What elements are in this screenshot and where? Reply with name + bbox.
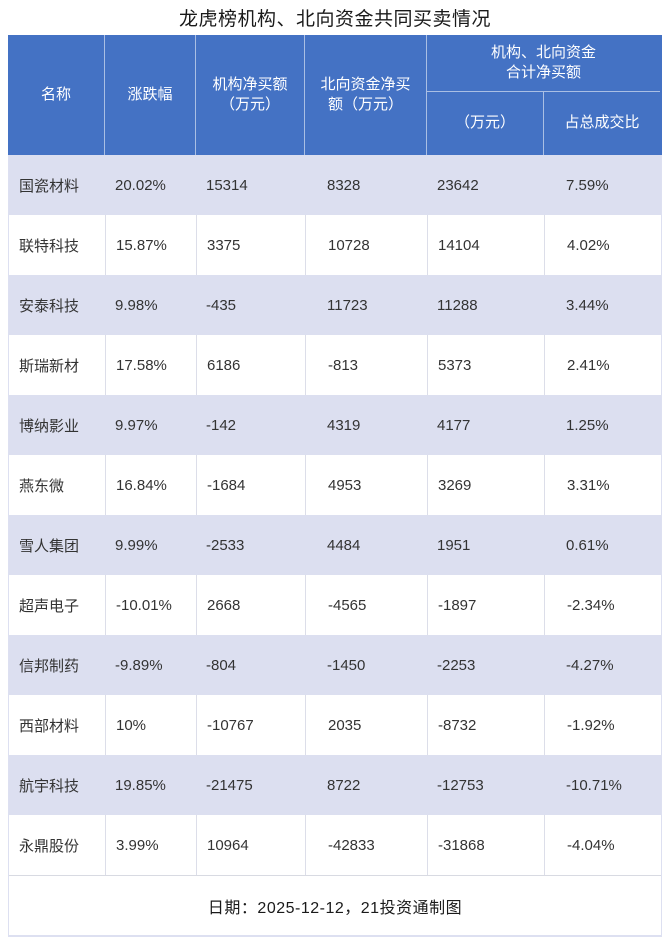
inst-net-buy: -435: [206, 296, 237, 314]
table-row: 博纳影业 9.97% -142 4319 4177 1.25%: [9, 395, 661, 455]
inst-net-buy: -1684: [196, 455, 305, 515]
col-header-combined-amount: （万元）: [426, 92, 543, 155]
inst-net-buy: -142: [206, 416, 237, 434]
combined-ratio: -4.04%: [544, 815, 661, 875]
combined-amount: 14104: [427, 215, 544, 275]
combined-ratio: -2.34%: [544, 575, 661, 635]
combined-amount: -1897: [427, 575, 544, 635]
inst-net-buy: 3375: [196, 215, 305, 275]
inst-net-buy: -804: [206, 656, 237, 674]
combined-amount: 1951: [437, 536, 471, 554]
combined-ratio: 3.44%: [566, 296, 609, 314]
inst-net-buy: -21475: [206, 776, 253, 794]
stock-name: 安泰科技: [19, 297, 80, 315]
change-pct: 9.97%: [115, 416, 158, 434]
combined-amount: -12753: [437, 776, 484, 794]
combined-ratio: 1.25%: [566, 416, 609, 434]
north-net-buy: 4319: [327, 416, 361, 434]
combined-amount: 23642: [437, 176, 479, 194]
north-net-buy: 11723: [327, 296, 368, 314]
north-net-buy: -4565: [305, 575, 427, 635]
north-net-buy: 8328: [327, 176, 361, 194]
stock-name: 博纳影业: [19, 417, 80, 435]
combined-amount: 11288: [437, 296, 478, 314]
combined-ratio: -10.71%: [566, 776, 622, 794]
combined-ratio: 7.59%: [566, 176, 609, 194]
inst-net-buy: -10767: [196, 695, 305, 755]
table-row: 斯瑞新材 17.58% 6186 -813 5373 2.41%: [9, 335, 661, 395]
combined-ratio: 3.31%: [544, 455, 661, 515]
change-pct: 20.02%: [115, 176, 166, 194]
north-net-buy: -813: [305, 335, 427, 395]
combined-amount: 3269: [427, 455, 544, 515]
inst-net-buy: -2533: [206, 536, 245, 554]
table-row: 燕东微 16.84% -1684 4953 3269 3.31%: [9, 455, 661, 515]
stock-name: 信邦制药: [19, 657, 80, 675]
change-pct: 15.87%: [105, 215, 196, 275]
col-header-inst-net-buy: 机构净买额 （万元）: [195, 35, 304, 155]
north-net-buy: -42833: [305, 815, 427, 875]
col-header-change: 涨跌幅: [104, 35, 195, 155]
stock-name: 雪人集团: [19, 537, 80, 555]
combined-ratio: -1.92%: [544, 695, 661, 755]
table-row: 安泰科技 9.98% -435 11723 11288 3.44%: [9, 275, 661, 335]
source-note: 日期：2025-12-12，21投资通制图: [207, 899, 463, 917]
north-net-buy: 4953: [305, 455, 427, 515]
change-pct: 10%: [105, 695, 196, 755]
dragon-tiger-table: 名称 涨跌幅 机构净买额 （万元） 北向资金净买 额（万元） 机构、北向资金 合…: [8, 35, 662, 937]
north-net-buy: 8722: [327, 776, 361, 794]
col-header-name: 名称: [40, 85, 71, 103]
stock-name: 斯瑞新材: [19, 357, 80, 375]
north-net-buy: 10728: [305, 215, 427, 275]
combined-amount: -31868: [427, 815, 544, 875]
inst-net-buy: 6186: [196, 335, 305, 395]
change-pct: 19.85%: [115, 776, 166, 794]
change-pct: 3.99%: [105, 815, 196, 875]
change-pct: 17.58%: [105, 335, 196, 395]
combined-ratio: 4.02%: [544, 215, 661, 275]
combined-amount: -8732: [427, 695, 544, 755]
change-pct: 16.84%: [105, 455, 196, 515]
change-pct: 9.98%: [115, 296, 158, 314]
inst-net-buy: 10964: [196, 815, 305, 875]
table-row: 西部材料 10% -10767 2035 -8732 -1.92%: [9, 695, 661, 755]
col-header-combined-ratio: 占总成交比: [543, 92, 660, 155]
stock-name: 超声电子: [19, 597, 80, 615]
combined-ratio: 0.61%: [566, 536, 609, 554]
table-footer: 日期：2025-12-12，21投资通制图: [9, 875, 661, 935]
stock-name: 国瓷材料: [19, 177, 80, 195]
table-row: 联特科技 15.87% 3375 10728 14104 4.02%: [9, 215, 661, 275]
north-net-buy: 2035: [305, 695, 427, 755]
table-row: 永鼎股份 3.99% 10964 -42833 -31868 -4.04%: [9, 815, 661, 875]
table-header: 名称 涨跌幅 机构净买额 （万元） 北向资金净买 额（万元） 机构、北向资金 合…: [8, 35, 662, 155]
combined-ratio: -4.27%: [566, 656, 614, 674]
col-header-north-net-buy: 北向资金净买 额（万元）: [304, 35, 426, 155]
inst-net-buy: 15314: [206, 176, 248, 194]
col-header-combined-group: 机构、北向资金 合计净买额: [426, 35, 660, 92]
north-net-buy: -1450: [327, 656, 366, 674]
change-pct: 9.99%: [115, 536, 158, 554]
table-row: 信邦制药 -9.89% -804 -1450 -2253 -4.27%: [9, 635, 661, 695]
combined-ratio: 2.41%: [544, 335, 661, 395]
table-row: 雪人集团 9.99% -2533 4484 1951 0.61%: [9, 515, 661, 575]
combined-amount: 4177: [437, 416, 471, 434]
stock-name: 联特科技: [19, 237, 80, 255]
change-pct: -9.89%: [115, 656, 163, 674]
stock-name: 永鼎股份: [19, 837, 80, 855]
table-row: 国瓷材料 20.02% 15314 8328 23642 7.59%: [9, 155, 661, 215]
stock-name: 燕东微: [19, 477, 65, 495]
combined-amount: 5373: [427, 335, 544, 395]
table-row: 航宇科技 19.85% -21475 8722 -12753 -10.71%: [9, 755, 661, 815]
north-net-buy: 4484: [327, 536, 361, 554]
table-row: 超声电子 -10.01% 2668 -4565 -1897 -2.34%: [9, 575, 661, 635]
stock-name: 航宇科技: [19, 777, 80, 795]
page-title: 龙虎榜机构、北向资金共同买卖情况: [178, 9, 491, 30]
change-pct: -10.01%: [105, 575, 196, 635]
inst-net-buy: 2668: [196, 575, 305, 635]
stock-name: 西部材料: [19, 717, 80, 735]
combined-amount: -2253: [437, 656, 476, 674]
